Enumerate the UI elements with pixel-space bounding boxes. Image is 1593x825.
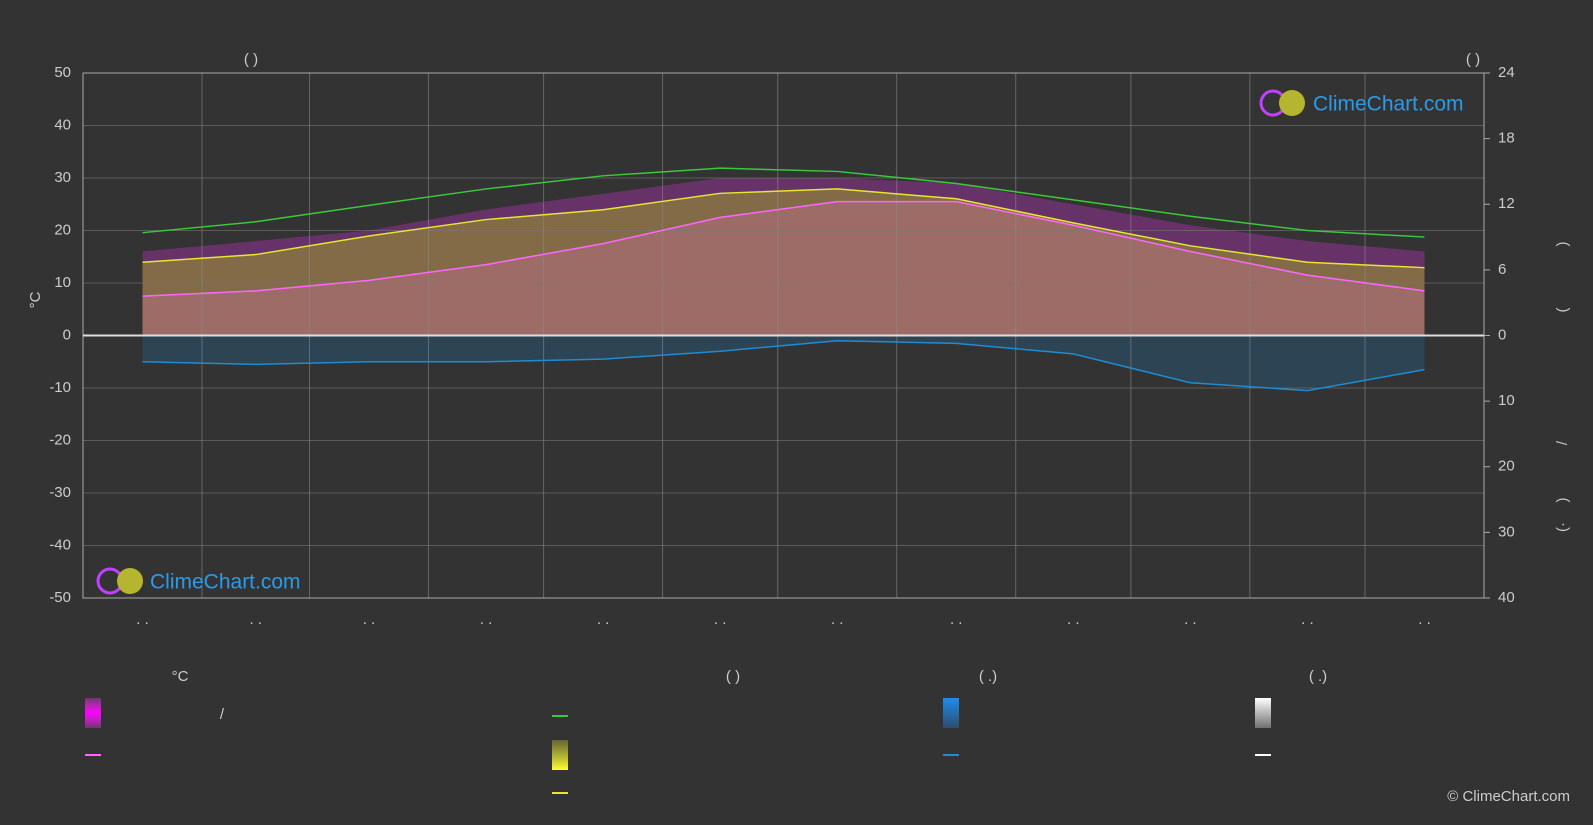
logo-icon <box>117 568 143 594</box>
area <box>142 201 1425 336</box>
y3-axis-label: / <box>1554 440 1571 445</box>
legend-text: °C <box>172 668 189 685</box>
x-tick-label: . . <box>136 611 149 628</box>
x-tick-label: . . <box>1184 611 1197 628</box>
logo-icon <box>1279 90 1305 116</box>
x-tick-label: . . <box>480 611 493 628</box>
y2-tick-label: 24 <box>1498 64 1515 81</box>
legend-swatch <box>1255 698 1271 728</box>
y-tick-label: 50 <box>54 64 71 81</box>
y-tick-label: -40 <box>49 536 71 553</box>
y-tick-label: 20 <box>54 221 71 238</box>
y2-tick-label: 0 <box>1498 326 1506 343</box>
legend-text: / <box>220 706 225 723</box>
series-line <box>142 167 1425 238</box>
y-axis-label: °C <box>27 291 44 308</box>
legend-text: ( .) <box>979 668 997 685</box>
x-tick-label: . . <box>1418 611 1431 628</box>
y-tick-label: -10 <box>49 379 71 396</box>
area <box>142 188 1425 336</box>
x-tick-label: . . <box>597 611 610 628</box>
y-tick-label: 10 <box>54 274 71 291</box>
series-line <box>142 200 1425 297</box>
series-line <box>142 188 1425 269</box>
y-tick-label: -50 <box>49 589 71 606</box>
legend-text: ( .) <box>1309 668 1327 685</box>
series-line <box>142 339 1425 392</box>
logo-text: ClimeChart.com <box>1313 93 1464 116</box>
y-tick-label: 40 <box>54 116 71 133</box>
copyright: © ClimeChart.com <box>1447 788 1570 805</box>
y3-tick-label: 20 <box>1498 458 1515 475</box>
y2-tick-label: 18 <box>1498 130 1515 147</box>
y3-tick-label: 10 <box>1498 392 1515 409</box>
y3-axis-label: (· <box>1554 522 1571 532</box>
y-tick-label: -30 <box>49 484 71 501</box>
y2-axis-label: ) <box>1554 242 1571 247</box>
area <box>142 335 1425 391</box>
plot: -50 -40 -30 -20 -10 0 10 20 30 40 50 0 6 12 18 24 10 20 30… <box>49 64 1514 628</box>
x-tick-label: . . <box>249 611 262 628</box>
header-label: ( ) <box>244 51 258 68</box>
x-tick-label: . . <box>1067 611 1080 628</box>
x-tick-label: . . <box>950 611 963 628</box>
legend-swatch <box>943 698 959 728</box>
y-tick-label: -20 <box>49 431 71 448</box>
x-tick-label: . . <box>363 611 376 628</box>
logo-text: ClimeChart.com <box>150 571 301 594</box>
y3-axis-label: ) <box>1554 498 1571 503</box>
x-tick-label: . . <box>1301 611 1314 628</box>
legend-swatch <box>85 698 101 728</box>
x-tick-label: . . <box>714 611 727 628</box>
legend-swatch <box>552 740 568 770</box>
y3-tick-label: 40 <box>1498 589 1515 606</box>
y2-tick-label: 12 <box>1498 195 1515 212</box>
y-tick-label: 0 <box>63 326 71 343</box>
legend: °C ( ) ( .) ( .) / <box>85 668 1327 794</box>
legend-text: ( ) <box>726 668 740 685</box>
y2-tick-label: 6 <box>1498 261 1506 278</box>
y2-axis-label: ( <box>1554 308 1571 313</box>
x-tick-label: . . <box>831 611 844 628</box>
header-label: ( ) <box>1466 51 1480 68</box>
y3-tick-label: 30 <box>1498 523 1515 540</box>
y-tick-label: 30 <box>54 169 71 186</box>
logo: ClimeChart.com ClimeChart.com <box>96 89 1464 595</box>
